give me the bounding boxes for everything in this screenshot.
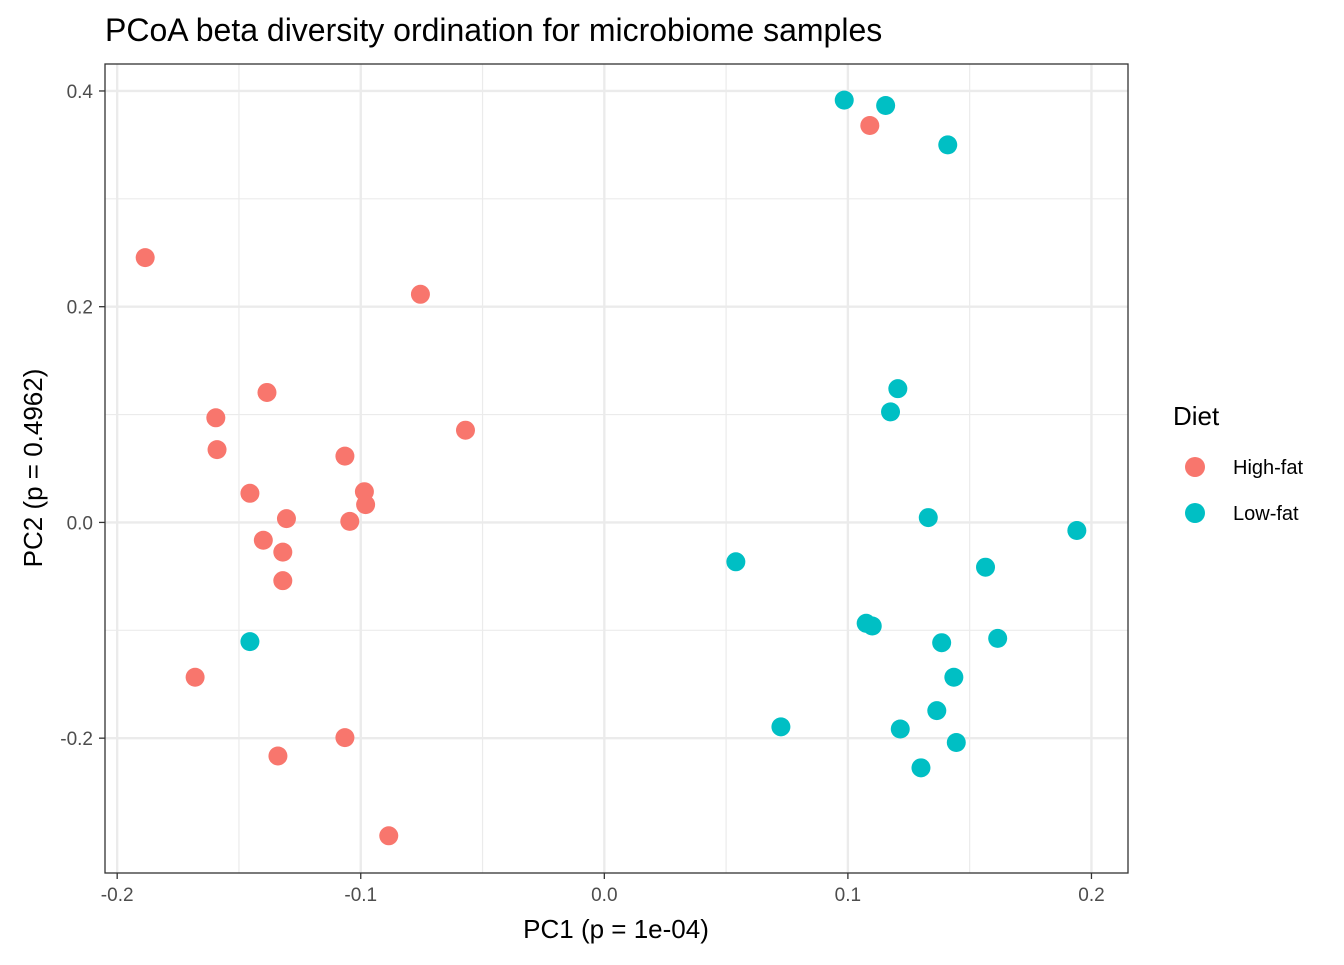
data-point-high-fat	[273, 571, 293, 591]
x-axis-label: PC1 (p = 1e-04)	[523, 914, 709, 944]
y-tick-label: -0.2	[60, 729, 93, 750]
y-axis-label: PC2 (p = 0.4962)	[18, 369, 48, 568]
legend-label: High-fat	[1233, 457, 1303, 479]
data-point-low-fat	[927, 701, 947, 721]
data-point-low-fat	[918, 508, 938, 528]
data-point-high-fat	[335, 446, 355, 466]
data-point-low-fat	[944, 667, 964, 687]
data-point-high-fat	[240, 483, 260, 503]
plot-background	[105, 64, 1128, 873]
data-point-low-fat	[888, 379, 908, 399]
legend-items: High-fat Low-fat	[1185, 457, 1303, 525]
plot-border	[104, 63, 1129, 874]
legend-key	[1185, 457, 1205, 477]
data-point-low-fat	[862, 616, 882, 636]
chart-title: PCoA beta diversity ordination for micro…	[105, 12, 882, 48]
data-point-high-fat	[356, 495, 376, 515]
data-point-low-fat	[876, 96, 896, 116]
data-point-high-fat	[860, 115, 880, 135]
y-tick-label: 0.0	[67, 513, 93, 534]
data-point-low-fat	[771, 717, 791, 737]
data-points	[135, 90, 1087, 846]
data-point-high-fat	[335, 728, 355, 748]
data-point-high-fat	[207, 440, 227, 460]
data-point-low-fat	[1067, 521, 1087, 541]
y-tick-label: 0.2	[67, 298, 93, 319]
data-point-high-fat	[257, 382, 277, 402]
data-point-high-fat	[340, 511, 360, 531]
data-point-high-fat	[253, 530, 273, 550]
axes: -0.2 -0.1 0.0 0.1 0.2 -0.2 0.0 0.2 0.4	[60, 82, 1104, 906]
x-tick-label: 0.1	[835, 885, 861, 906]
data-point-high-fat	[455, 420, 475, 440]
data-point-high-fat	[379, 826, 399, 846]
data-point-low-fat	[938, 135, 958, 155]
data-point-high-fat	[185, 667, 205, 687]
data-point-high-fat	[206, 408, 226, 428]
data-point-low-fat	[932, 633, 952, 653]
data-point-low-fat	[946, 732, 966, 752]
data-point-low-fat	[240, 632, 260, 652]
data-point-low-fat	[726, 552, 746, 572]
data-point-low-fat	[911, 758, 931, 778]
legend-label: Low-fat	[1233, 503, 1299, 525]
data-point-low-fat	[881, 402, 901, 422]
x-tick-label: 0.2	[1078, 885, 1104, 906]
x-tick-label: -0.1	[344, 885, 377, 906]
x-tick-label: 0.0	[591, 885, 617, 906]
data-point-high-fat	[410, 284, 430, 304]
x-tick-label: -0.2	[101, 885, 134, 906]
data-point-high-fat	[276, 509, 296, 529]
data-point-high-fat	[268, 746, 288, 766]
data-point-low-fat	[988, 628, 1008, 648]
data-point-high-fat	[135, 248, 155, 268]
legend: Diet High-fat Low-fat	[1173, 401, 1303, 525]
y-tick-label: 0.4	[67, 82, 94, 103]
data-point-high-fat	[273, 542, 293, 562]
legend-title: Diet	[1173, 401, 1220, 431]
data-point-low-fat	[834, 90, 854, 110]
data-point-low-fat	[976, 557, 996, 577]
data-point-low-fat	[890, 719, 910, 739]
legend-key	[1185, 503, 1205, 523]
